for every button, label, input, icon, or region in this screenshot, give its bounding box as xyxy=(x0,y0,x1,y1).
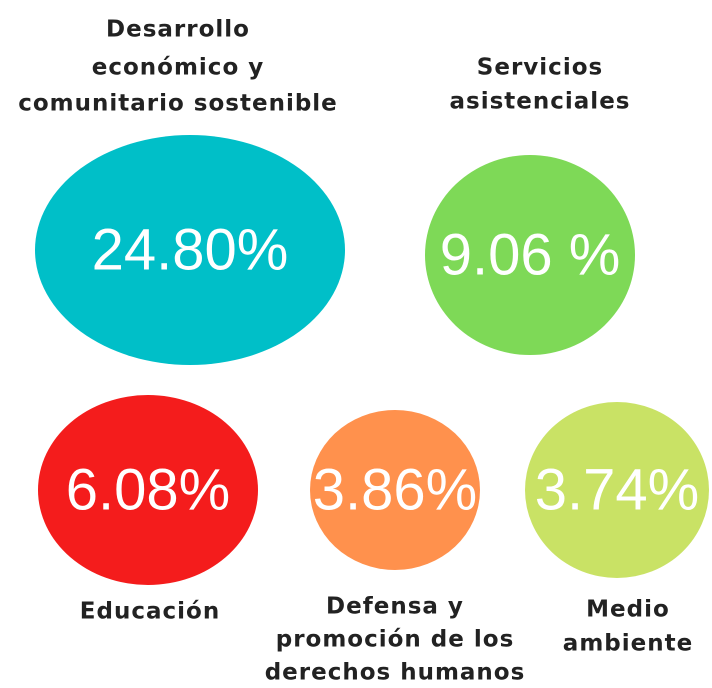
bubble-label: derechos humanos xyxy=(265,660,526,686)
bubble-label: Medio xyxy=(586,597,670,623)
bubble-label: Educación xyxy=(80,599,220,625)
bubble-label: asistenciales xyxy=(450,89,631,115)
bubble-label: Desarrollo xyxy=(106,17,250,43)
bubble xyxy=(425,155,635,355)
bubble-label: comunitario sostenible xyxy=(18,91,338,117)
bubble-value: 3.86% xyxy=(313,458,477,523)
bubble-value: 9.06 % xyxy=(440,223,621,288)
bubble-label: promoción de los xyxy=(276,627,515,653)
bubble-label: Servicios xyxy=(477,55,603,81)
bubble-value: 24.80% xyxy=(92,218,289,283)
bubble xyxy=(38,395,258,585)
bubble xyxy=(310,410,480,570)
bubble-value: 3.74% xyxy=(535,458,699,523)
bubble-label: económico y xyxy=(92,55,265,81)
bubble-value: 6.08% xyxy=(66,458,230,523)
bubble xyxy=(35,135,345,365)
bubble-label: Defensa y xyxy=(326,594,464,620)
bubble-label: ambiente xyxy=(563,631,693,657)
bubble xyxy=(525,402,709,578)
